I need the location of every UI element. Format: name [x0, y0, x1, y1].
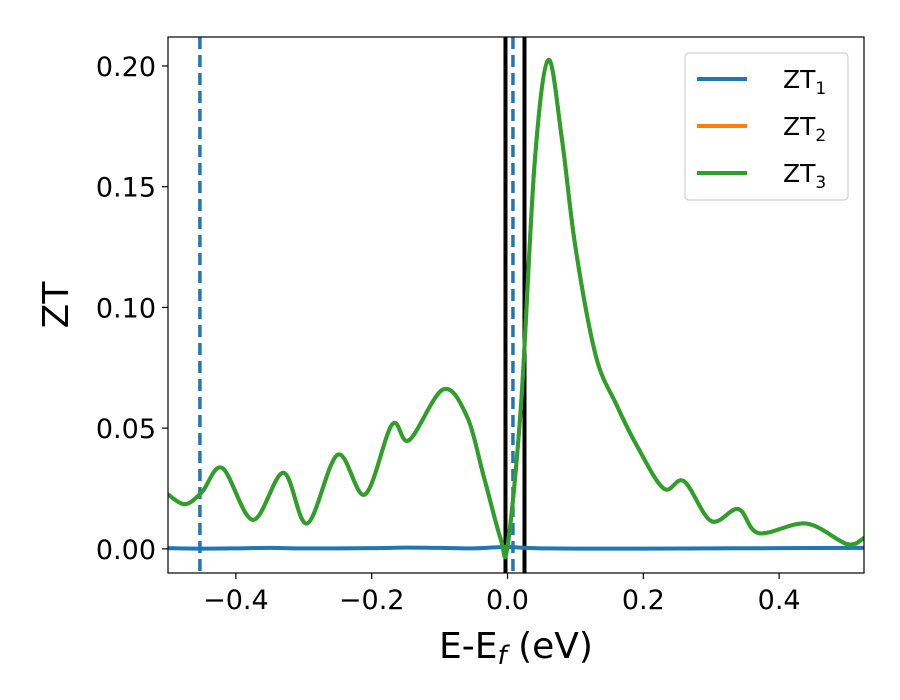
x-axis-label-unit: (eV): [507, 626, 593, 667]
y-axis-ticks: 0.00 0.05 0.10 0.15 0.20: [96, 52, 168, 566]
x-tick-label: −0.2: [339, 585, 405, 616]
y-axis-label: ZT: [36, 281, 77, 329]
legend-label-1: ZT1: [783, 65, 826, 99]
plot-frame: [167, 36, 865, 574]
vertical-lines: [198, 37, 527, 573]
y-tick-label: 0.00: [96, 535, 156, 566]
series-line-3: [168, 57, 864, 560]
x-tick-label: −0.4: [203, 585, 269, 616]
y-tick-label: 0.20: [96, 52, 156, 83]
x-axis-label: E-Ef (eV): [439, 626, 593, 671]
y-tick-label: 0.15: [96, 173, 156, 204]
x-tick-label: 0.2: [622, 585, 665, 616]
x-tick-label: 0.0: [486, 585, 529, 616]
legend-label-2: ZT2: [783, 112, 826, 146]
series-lines: [168, 57, 864, 560]
x-axis-ticks: −0.4 −0.2 0.0 0.2 0.4: [203, 573, 801, 616]
x-tick-label: 0.4: [758, 585, 801, 616]
legend-label-3: ZT3: [783, 159, 826, 193]
legend: ZT1 ZT2 ZT3: [684, 52, 849, 201]
y-tick-label: 0.05: [96, 414, 156, 445]
series-line-1: [168, 544, 864, 551]
y-tick-label: 0.10: [96, 293, 156, 324]
legend-box: [684, 52, 849, 201]
x-axis-label-main: E-E: [439, 626, 497, 667]
